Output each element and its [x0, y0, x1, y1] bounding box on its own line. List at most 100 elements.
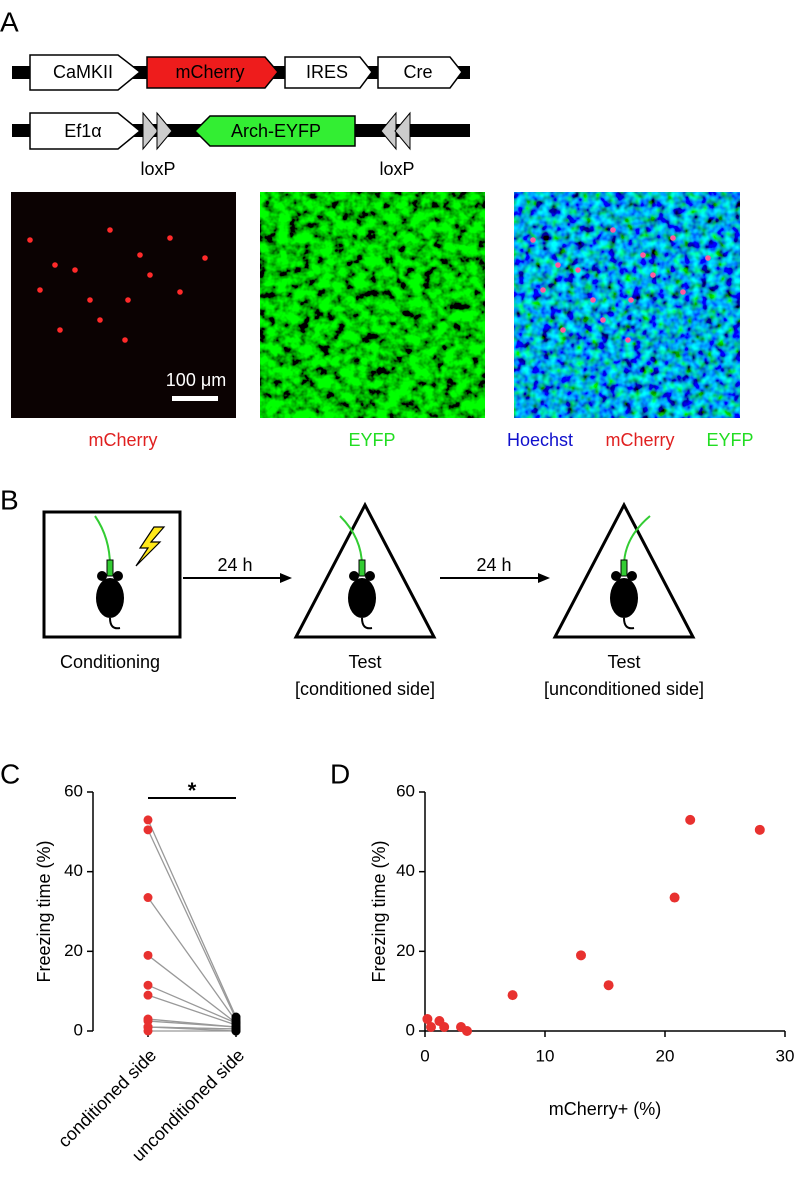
step-label: Test	[607, 652, 640, 672]
mouse-tail	[109, 617, 121, 630]
cell	[107, 227, 113, 233]
cell	[97, 317, 103, 323]
mouse-ear	[365, 571, 375, 581]
cell	[625, 337, 631, 343]
scale-label: 100 μm	[166, 370, 226, 390]
construct-label: Ef1α	[64, 121, 101, 141]
interval-label: 24 h	[476, 555, 511, 575]
cell	[147, 272, 153, 278]
caption: EYFP	[348, 430, 395, 450]
data-point	[507, 990, 518, 1001]
implant	[358, 559, 366, 577]
mouse-tail	[623, 617, 635, 630]
arrowhead	[538, 573, 550, 583]
cell	[560, 327, 566, 333]
cell	[705, 255, 711, 261]
cell	[122, 337, 128, 343]
y-tick-label: 20	[64, 941, 83, 960]
x-tick-label: 10	[536, 1046, 555, 1065]
data-point	[231, 1026, 241, 1036]
cell	[72, 267, 78, 273]
construct-label: IRES	[306, 62, 348, 82]
panel-label: C	[0, 758, 20, 789]
caption: Hoechst	[507, 430, 573, 450]
cell	[137, 252, 143, 258]
y-tick-label: 60	[64, 781, 83, 800]
y-tick-label: 60	[396, 781, 415, 800]
fiber	[623, 515, 651, 567]
mouse-ear	[97, 571, 107, 581]
cell	[57, 327, 63, 333]
data-point	[669, 892, 680, 903]
data-point	[143, 1026, 153, 1036]
data-point	[685, 814, 696, 825]
mouse-body	[610, 578, 638, 618]
y-axis-label: Freezing time (%)	[369, 840, 389, 982]
data-point	[143, 950, 153, 960]
fiber	[94, 515, 111, 567]
fiber	[339, 515, 363, 567]
interval-label: 24 h	[217, 555, 252, 575]
pair-line	[147, 1020, 237, 1028]
mouse-ear	[611, 571, 621, 581]
cell	[590, 297, 596, 303]
data-point	[422, 1014, 433, 1025]
data-point	[603, 980, 614, 991]
cell	[555, 262, 561, 268]
data-point	[439, 1022, 450, 1033]
cell	[27, 237, 33, 243]
step-label: [conditioned side]	[295, 679, 435, 699]
cell	[87, 297, 93, 303]
shock-icon	[135, 526, 166, 567]
data-point	[576, 950, 586, 961]
implant	[106, 559, 114, 577]
caption: mCherry	[88, 430, 157, 450]
y-axis-label: Freezing time (%)	[34, 840, 54, 982]
caption: EYFP	[706, 430, 753, 450]
data-point	[426, 1022, 436, 1033]
construct-label: Arch-EYFP	[231, 121, 321, 141]
scale-bar	[172, 396, 218, 401]
pair-line	[147, 897, 237, 1022]
panel-label: B	[0, 484, 19, 515]
cell	[530, 237, 536, 243]
chamber-square	[42, 510, 182, 639]
micrograph-eyfp	[260, 192, 485, 418]
data-point	[143, 980, 153, 990]
construct-1: CaMKII mCherry IRES Cre	[12, 54, 470, 91]
cell	[37, 287, 43, 293]
y-tick-label: 0	[406, 1020, 415, 1039]
cell	[680, 289, 686, 295]
pair-line	[147, 819, 237, 1018]
y-tick-label: 40	[396, 861, 415, 880]
step-label: Conditioning	[60, 652, 160, 672]
y-tick-label: 40	[64, 861, 83, 880]
cell	[628, 297, 634, 303]
data-point	[143, 990, 153, 1000]
cell	[167, 235, 173, 241]
cell	[575, 267, 581, 273]
cell	[610, 227, 616, 233]
data-point	[143, 815, 153, 825]
implant	[620, 559, 628, 577]
data-point	[462, 1026, 472, 1036]
cell	[540, 287, 546, 293]
mouse-tail	[361, 617, 373, 630]
mouse-ear	[627, 571, 637, 581]
mouse-ear	[113, 571, 123, 581]
cell	[670, 235, 676, 241]
pair-line	[147, 954, 237, 1024]
pair-line	[147, 829, 237, 1020]
data-point	[754, 824, 765, 835]
cell	[640, 252, 646, 258]
arrowhead	[280, 573, 292, 583]
mouse-ear	[349, 571, 359, 581]
cell	[202, 255, 208, 261]
cell	[650, 272, 656, 278]
y-tick-label: 0	[74, 1020, 83, 1039]
cell	[177, 289, 183, 295]
pair-line	[147, 1026, 237, 1032]
loxp-label: loxP	[140, 159, 175, 179]
chamber-triangle	[293, 501, 437, 639]
data-point	[143, 893, 153, 903]
